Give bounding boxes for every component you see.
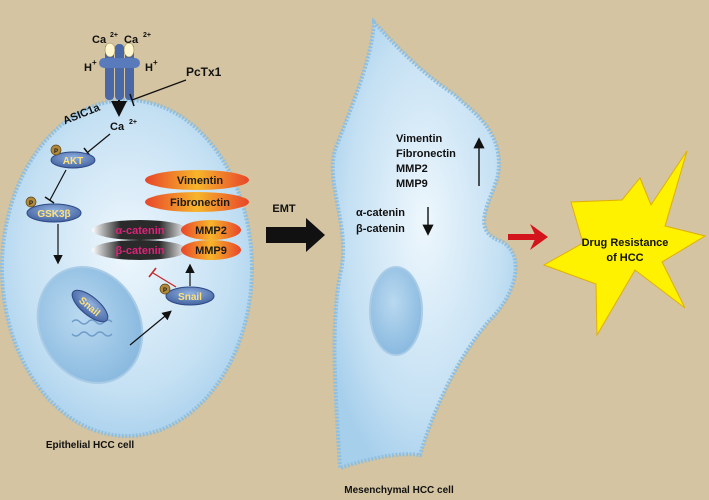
akt-label: AKT (63, 156, 84, 167)
alpha-catenin-label: α-catenin (116, 225, 165, 237)
vimentin-pill (145, 170, 249, 190)
mes-beta-catenin-label: β-catenin (356, 223, 405, 235)
emt-arrow-icon (266, 218, 325, 252)
epithelial-caption: Epithelial HCC cell (46, 440, 135, 451)
ca-inner-charge: 2+ (129, 119, 137, 126)
snail-repression-line (152, 272, 177, 288)
mmp2-label: MMP2 (195, 225, 227, 237)
gsk3b-phospho-label: P (29, 201, 33, 207)
mes-mmp9-label: MMP9 (396, 178, 428, 190)
beta-catenin-pill (92, 240, 188, 260)
nucleus-to-snail-arrow (129, 310, 172, 346)
beta-catenin-label: β-catenin (116, 245, 165, 257)
mesenchymal-cell (330, 17, 518, 471)
epithelial-cell (0, 98, 254, 438)
akt-phospho-label: P (54, 149, 58, 155)
snail-phospho-icon (159, 283, 171, 295)
snail-phospho-label: P (163, 288, 167, 294)
mmp2-pill (181, 220, 241, 240)
asic1a-channel-icon (99, 42, 140, 100)
vimentin-label: Vimentin (177, 175, 224, 187)
ca-right-charge: 2+ (143, 32, 151, 39)
mesenchymal-nucleus (369, 266, 423, 356)
alpha-catenin-pill (92, 220, 188, 240)
gsk3b-node (26, 203, 82, 223)
drug-resistance-line1: Drug Resistance (582, 237, 669, 249)
h-left-plus: + (92, 58, 97, 67)
ca-left-label: Ca (92, 34, 107, 46)
pctx1-label: PcTx1 (186, 65, 222, 79)
h-left-label: H (84, 62, 92, 74)
mes-vimentin-label: Vimentin (396, 133, 443, 145)
akt-phospho-icon (50, 144, 62, 156)
drug-resistance-line2: of HCC (606, 252, 643, 264)
snail-nuclear-node (71, 289, 109, 323)
mmp9-label: MMP9 (195, 245, 227, 257)
snail-cyto-label: Snail (178, 292, 202, 303)
ca-left-charge: 2+ (110, 32, 118, 39)
ca-right-label: Ca (124, 34, 139, 46)
fibronectin-label: Fibronectin (170, 197, 230, 209)
emt-label: EMT (272, 203, 296, 215)
mes-mmp2-label: MMP2 (396, 163, 428, 175)
gsk3b-label: GSK3β (37, 209, 70, 220)
drug-resistance-star (542, 150, 707, 337)
mes-alpha-catenin-label: α-catenin (356, 207, 405, 219)
h-right-label: H (145, 62, 153, 74)
mesenchymal-caption: Mesenchymal HCC cell (344, 485, 454, 496)
mes-fibronectin-label: Fibronectin (396, 148, 456, 160)
akt-node (50, 151, 96, 169)
fibronectin-pill (145, 192, 249, 212)
pctx1-inhibition-line (131, 79, 187, 101)
snail-cyto-node (165, 286, 215, 306)
ca-inner-label: Ca (110, 121, 125, 133)
mmp9-pill (181, 240, 241, 260)
epithelial-nucleus (36, 266, 144, 384)
red-arrow-icon (508, 224, 548, 250)
h-right-plus: + (153, 58, 158, 67)
gsk3b-phospho-icon (25, 196, 37, 208)
